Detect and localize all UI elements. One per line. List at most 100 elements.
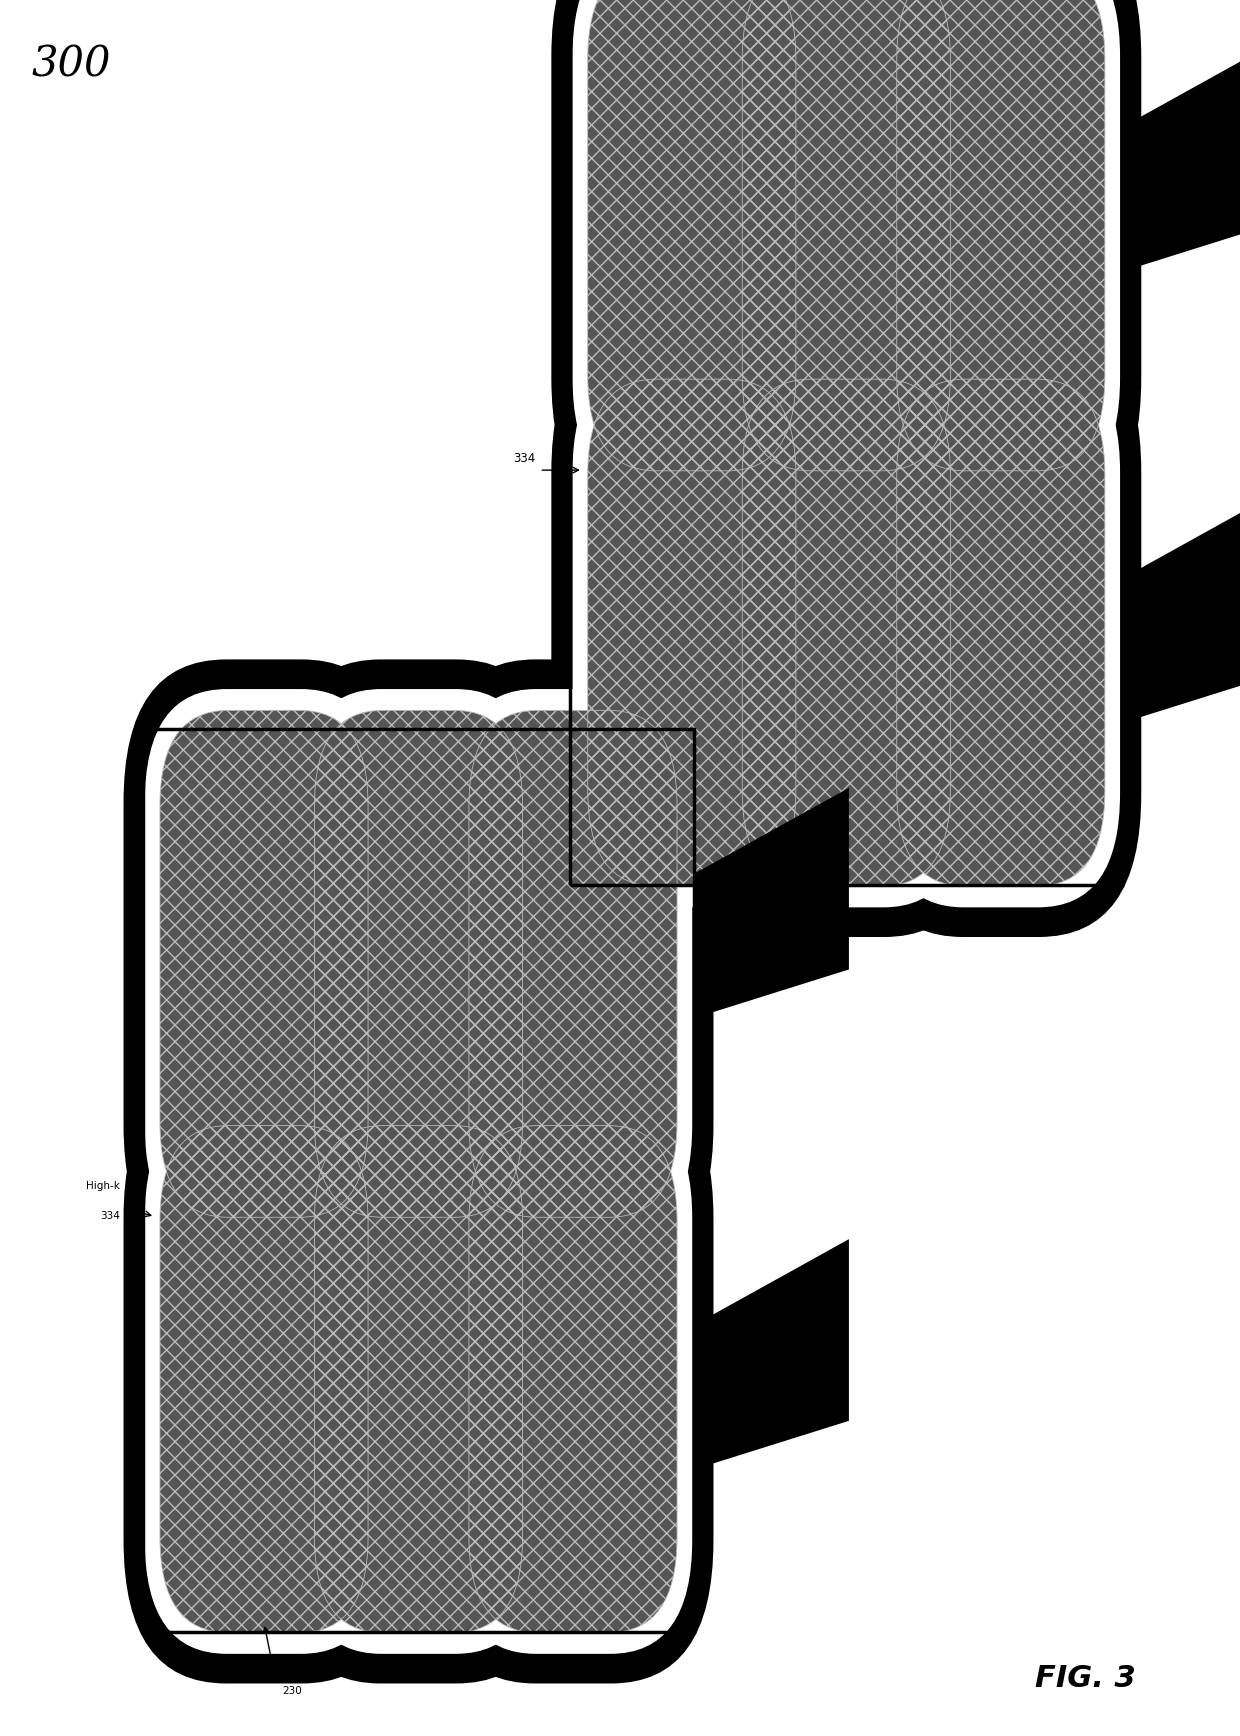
Bar bbox=[1023, 795, 1034, 812]
Bar bbox=[629, 1505, 640, 1524]
Bar bbox=[629, 1108, 640, 1127]
Bar bbox=[231, 1397, 242, 1415]
Bar bbox=[1066, 759, 1078, 778]
Bar bbox=[253, 1595, 264, 1614]
Bar bbox=[539, 856, 551, 873]
Bar bbox=[397, 729, 408, 746]
Bar bbox=[485, 819, 496, 837]
Bar bbox=[463, 746, 474, 766]
Bar bbox=[1100, 561, 1111, 578]
Bar bbox=[176, 802, 187, 819]
Bar bbox=[780, 812, 791, 832]
Bar bbox=[990, 759, 1001, 778]
Bar bbox=[791, 0, 802, 19]
Bar bbox=[935, 19, 946, 36]
Bar bbox=[440, 1127, 451, 1144]
Bar bbox=[253, 802, 264, 819]
Bar bbox=[286, 1234, 298, 1253]
Bar bbox=[562, 1325, 573, 1344]
Bar bbox=[593, 632, 604, 651]
Bar bbox=[604, 578, 615, 597]
Bar bbox=[518, 819, 528, 837]
Bar bbox=[890, 163, 901, 181]
Bar bbox=[319, 1614, 330, 1632]
Bar bbox=[1034, 0, 1045, 19]
Bar bbox=[758, 488, 769, 507]
Bar bbox=[604, 36, 615, 56]
Bar bbox=[802, 615, 813, 632]
Bar bbox=[219, 1054, 231, 1073]
Bar bbox=[957, 561, 967, 578]
Bar bbox=[650, 1524, 661, 1542]
Bar bbox=[802, 668, 813, 687]
Bar bbox=[264, 1000, 275, 1017]
Bar bbox=[154, 1505, 165, 1524]
Bar bbox=[341, 1469, 352, 1488]
Bar bbox=[330, 1108, 341, 1127]
Bar bbox=[275, 802, 286, 819]
Bar bbox=[1045, 722, 1056, 741]
Bar bbox=[496, 729, 507, 746]
Bar bbox=[397, 1234, 408, 1253]
Bar bbox=[636, 832, 647, 849]
Bar bbox=[946, 832, 957, 849]
Bar bbox=[275, 856, 286, 873]
Bar bbox=[198, 892, 208, 910]
Bar bbox=[879, 109, 890, 127]
Bar bbox=[419, 873, 429, 892]
Bar bbox=[802, 181, 813, 200]
Bar bbox=[463, 873, 474, 892]
Bar bbox=[593, 795, 604, 812]
Bar bbox=[670, 200, 681, 217]
Bar bbox=[606, 1542, 618, 1559]
Bar bbox=[582, 36, 593, 56]
Bar bbox=[836, 307, 847, 326]
Bar bbox=[606, 1559, 618, 1578]
Bar bbox=[208, 1469, 219, 1488]
Bar bbox=[935, 73, 946, 90]
FancyBboxPatch shape bbox=[743, 378, 950, 885]
Bar bbox=[901, 451, 913, 470]
Bar bbox=[319, 946, 330, 963]
Bar bbox=[1111, 344, 1122, 361]
Bar bbox=[440, 1180, 451, 1198]
Bar bbox=[551, 1361, 562, 1378]
Bar bbox=[901, 524, 913, 542]
Bar bbox=[408, 856, 419, 873]
Bar bbox=[647, 73, 658, 90]
Bar bbox=[1078, 19, 1089, 36]
Bar bbox=[1089, 849, 1100, 868]
Bar bbox=[208, 1198, 219, 1217]
Bar bbox=[758, 146, 769, 163]
Bar bbox=[198, 1253, 208, 1271]
Bar bbox=[868, 19, 879, 36]
Bar bbox=[758, 434, 769, 451]
Bar bbox=[758, 163, 769, 181]
Bar bbox=[154, 1163, 165, 1180]
Bar bbox=[606, 802, 618, 819]
Bar bbox=[879, 759, 890, 778]
Bar bbox=[1066, 561, 1078, 578]
Bar bbox=[913, 832, 924, 849]
Bar bbox=[463, 1434, 474, 1451]
Bar bbox=[518, 1307, 528, 1325]
Bar bbox=[683, 1434, 694, 1451]
Bar bbox=[143, 983, 154, 1000]
Bar bbox=[286, 837, 298, 856]
Bar bbox=[681, 507, 692, 524]
Bar bbox=[946, 0, 957, 19]
Bar bbox=[275, 1397, 286, 1415]
Bar bbox=[386, 1090, 397, 1108]
Bar bbox=[681, 290, 692, 307]
Bar bbox=[1023, 36, 1034, 56]
Bar bbox=[901, 73, 913, 90]
Bar bbox=[1089, 759, 1100, 778]
Bar bbox=[165, 946, 176, 963]
FancyBboxPatch shape bbox=[278, 660, 559, 1269]
Bar bbox=[636, 812, 647, 832]
Bar bbox=[650, 766, 661, 783]
Bar bbox=[595, 910, 606, 927]
Bar bbox=[198, 1325, 208, 1344]
Bar bbox=[308, 1127, 319, 1144]
Bar bbox=[650, 1434, 661, 1451]
